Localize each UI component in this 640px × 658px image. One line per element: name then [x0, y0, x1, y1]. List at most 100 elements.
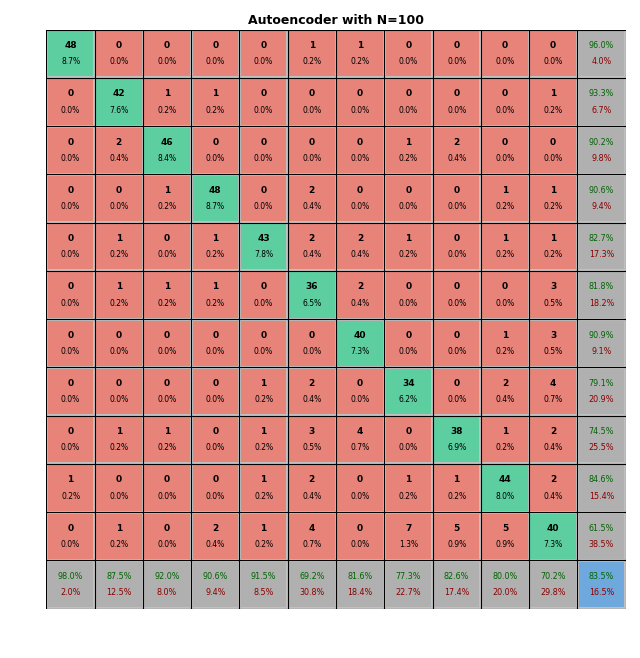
Text: 0.0%: 0.0% [61, 443, 80, 453]
Text: 0.2%: 0.2% [399, 154, 418, 163]
Bar [434, 80, 479, 124]
Text: 1: 1 [164, 89, 170, 98]
Text: 48: 48 [64, 41, 77, 50]
Text: 0.0%: 0.0% [157, 492, 177, 501]
Bar [337, 320, 383, 366]
Bar [386, 176, 431, 221]
Text: 0.0%: 0.0% [205, 395, 225, 404]
Bar [193, 224, 238, 269]
Text: 6.7%: 6.7% [591, 106, 612, 114]
Text: 0: 0 [502, 138, 508, 147]
Text: 0.2%: 0.2% [495, 347, 515, 356]
Bar [579, 224, 624, 269]
Text: 1: 1 [550, 89, 556, 98]
Text: 61.5%: 61.5% [589, 524, 614, 532]
Text: 1: 1 [212, 234, 218, 243]
Text: 40: 40 [547, 524, 559, 532]
Bar [579, 514, 624, 559]
Text: 0: 0 [357, 524, 363, 532]
Bar [241, 514, 286, 559]
Bar [193, 176, 238, 221]
Text: 0: 0 [502, 89, 508, 98]
Text: 0: 0 [357, 138, 363, 147]
Bar [434, 31, 479, 76]
Text: 0.2%: 0.2% [157, 106, 177, 114]
Bar [579, 320, 624, 366]
Text: 2: 2 [454, 138, 460, 147]
Text: 0: 0 [164, 379, 170, 388]
Bar [193, 417, 238, 463]
Text: 0.2%: 0.2% [302, 57, 321, 66]
Text: 1: 1 [260, 524, 267, 532]
Text: 7.8%: 7.8% [254, 251, 273, 259]
Bar [48, 272, 93, 318]
Bar [145, 80, 190, 124]
Bar [289, 272, 335, 318]
Bar [48, 514, 93, 559]
Text: 1: 1 [116, 524, 122, 532]
Bar [434, 465, 479, 511]
Text: 87.5%: 87.5% [106, 572, 132, 581]
Text: 92.0%: 92.0% [154, 572, 180, 581]
Bar [48, 320, 93, 366]
Bar [96, 369, 141, 414]
Bar [48, 224, 93, 269]
Text: 96.0%: 96.0% [589, 41, 614, 50]
Text: 38: 38 [451, 427, 463, 436]
Bar [289, 562, 335, 607]
Text: 4: 4 [357, 427, 364, 436]
Text: 1: 1 [357, 41, 364, 50]
Bar [337, 272, 383, 318]
Text: 90.2%: 90.2% [589, 138, 614, 147]
Text: 82.7%: 82.7% [589, 234, 614, 243]
Text: 0.0%: 0.0% [254, 202, 273, 211]
Text: 0: 0 [212, 475, 218, 484]
Text: 0: 0 [116, 330, 122, 340]
Text: 98.0%: 98.0% [58, 572, 83, 581]
Bar [241, 417, 286, 463]
Bar [337, 224, 383, 269]
Text: 8.5%: 8.5% [253, 588, 274, 597]
Text: 0.7%: 0.7% [351, 443, 370, 453]
Text: 2.0%: 2.0% [60, 588, 81, 597]
Bar [48, 80, 93, 124]
Bar [48, 176, 93, 221]
Text: 0.0%: 0.0% [157, 395, 177, 404]
Text: 0.2%: 0.2% [254, 492, 273, 501]
Text: 22.7%: 22.7% [396, 588, 421, 597]
Text: 0.2%: 0.2% [543, 202, 563, 211]
Text: 5: 5 [502, 524, 508, 532]
Text: 30.8%: 30.8% [300, 588, 324, 597]
Text: 0.2%: 0.2% [254, 395, 273, 404]
Text: 0: 0 [164, 41, 170, 50]
Text: 2: 2 [357, 282, 364, 291]
Text: 0.0%: 0.0% [157, 540, 177, 549]
Text: 48: 48 [209, 186, 221, 195]
Text: 6.2%: 6.2% [399, 395, 418, 404]
Bar [96, 465, 141, 511]
Bar [145, 31, 190, 76]
Text: 1.3%: 1.3% [399, 540, 418, 549]
Bar [241, 320, 286, 366]
Bar [482, 417, 527, 463]
Text: 0: 0 [405, 186, 412, 195]
Text: 0.9%: 0.9% [447, 540, 467, 549]
Text: 1: 1 [67, 475, 74, 484]
Text: 0: 0 [405, 41, 412, 50]
Text: 40: 40 [354, 330, 366, 340]
Text: 0.2%: 0.2% [61, 492, 80, 501]
Text: 0.0%: 0.0% [351, 106, 370, 114]
Bar [434, 417, 479, 463]
Bar [482, 562, 527, 607]
Bar [337, 80, 383, 124]
Text: 9.4%: 9.4% [205, 588, 225, 597]
Bar [482, 320, 527, 366]
Bar [241, 272, 286, 318]
Text: 1: 1 [502, 330, 508, 340]
Text: 0: 0 [68, 89, 74, 98]
Text: 0.0%: 0.0% [447, 299, 467, 308]
Text: 0.0%: 0.0% [61, 202, 80, 211]
Text: 3: 3 [550, 330, 556, 340]
Text: 1: 1 [260, 379, 267, 388]
Bar [145, 128, 190, 173]
